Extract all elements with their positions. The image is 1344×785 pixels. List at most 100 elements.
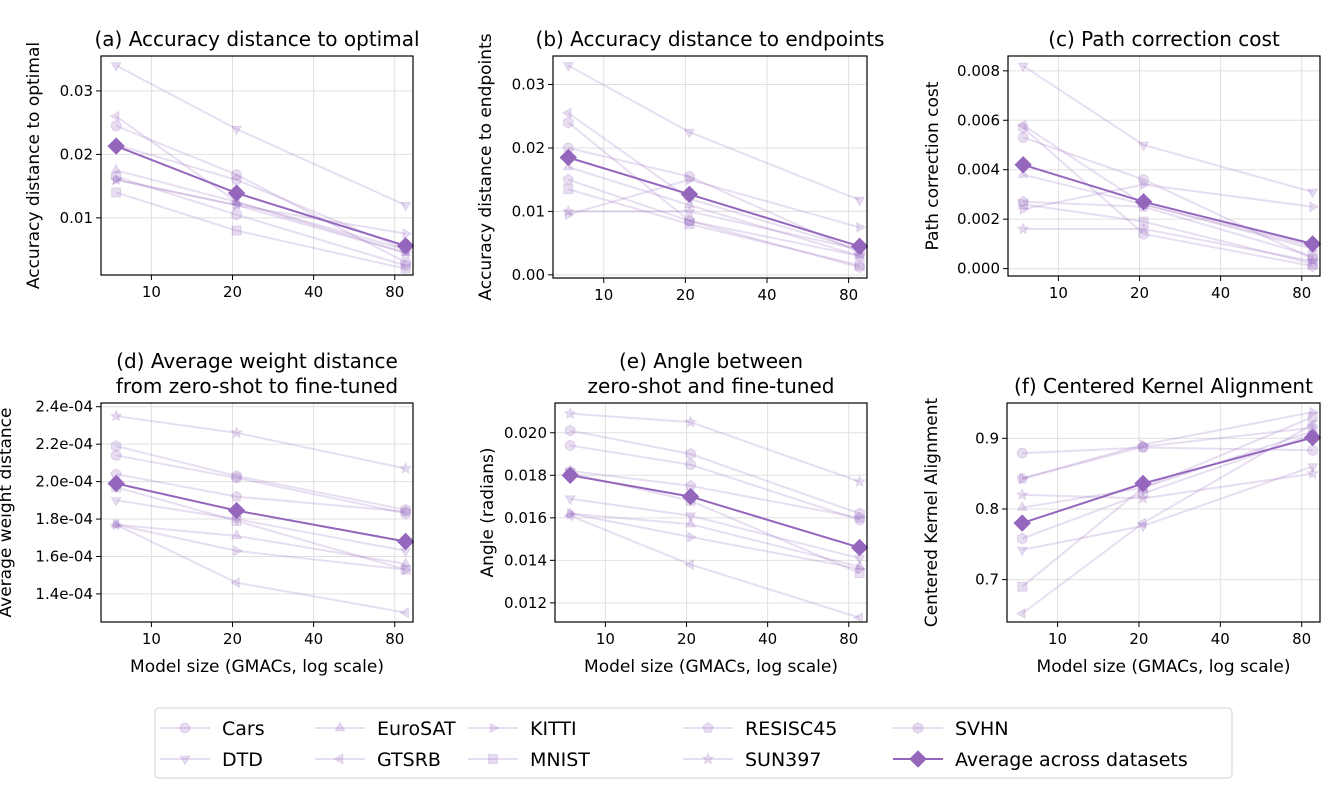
triangle-right-marker — [233, 199, 244, 211]
x-tick-label: 20 — [1129, 630, 1148, 648]
series-line — [115, 486, 406, 571]
triangle-right-marker — [402, 228, 413, 240]
series-line — [1021, 433, 1313, 540]
x-tick-label: 20 — [223, 630, 242, 648]
series-line — [570, 512, 860, 568]
star-marker — [701, 752, 715, 765]
series-line — [568, 178, 860, 229]
series-line — [115, 169, 406, 254]
star-marker — [1015, 487, 1029, 501]
x-tick-label: 10 — [142, 630, 161, 648]
x-tick-label: 80 — [1292, 284, 1311, 302]
x-tick-label: 20 — [223, 283, 242, 301]
series-line — [570, 412, 860, 483]
hexagon-marker — [110, 440, 122, 453]
square-marker — [1017, 581, 1028, 592]
triangle-down-marker — [1016, 546, 1028, 557]
y-axis-label: Accuracy distance to endpoints — [476, 33, 496, 300]
series-average-across-datasets — [107, 137, 415, 255]
diamond-marker — [680, 185, 699, 204]
series-gtsrb — [1016, 119, 1316, 252]
x-axis-label: Model size (GMACs, log scale) — [584, 657, 838, 677]
series-line — [1021, 426, 1313, 480]
square-marker — [684, 219, 695, 230]
series-sun397 — [563, 406, 867, 488]
series-line — [567, 166, 860, 257]
x-tick-label: 40 — [304, 283, 323, 301]
series-svhn — [564, 424, 865, 520]
legend-entry: EuroSAT — [315, 718, 456, 740]
pentagon-marker — [1306, 250, 1319, 262]
y-tick-label: 0.012 — [504, 594, 547, 612]
star-marker — [1137, 222, 1151, 235]
pentagon-marker — [230, 173, 243, 185]
circle-marker — [683, 171, 695, 183]
hexagon-marker — [231, 469, 242, 483]
circle-marker — [685, 459, 697, 471]
hexagon-marker — [1307, 260, 1318, 273]
y-tick-label: 0.006 — [957, 111, 1000, 129]
legend-entry: Cars — [160, 718, 265, 740]
series-mnist — [563, 184, 865, 271]
series-line — [568, 188, 860, 267]
y-tick-label: 0.00 — [512, 266, 545, 284]
triangle-down-marker — [1137, 141, 1150, 152]
y-tick-label: 0.01 — [512, 202, 545, 220]
star-marker — [109, 409, 123, 422]
diamond-marker — [107, 137, 125, 155]
series-svhn — [110, 440, 411, 516]
series-line — [115, 178, 406, 235]
triangle-down-marker — [110, 62, 122, 72]
triangle-down-marker — [1017, 62, 1029, 73]
triangle-left-marker — [563, 510, 574, 522]
triangle-right-marker — [856, 221, 867, 233]
series-sun397 — [1015, 466, 1320, 504]
circle-marker — [1307, 444, 1319, 456]
subplot-a: 10 20 40 80 0.01 0.02 0.03 (a) Accuracy distanc… — [24, 27, 420, 301]
pentagon-marker — [230, 490, 243, 502]
x-tick-label: 80 — [385, 630, 404, 648]
series-line — [1022, 126, 1313, 268]
subplot-title: from zero-shot to fine-tuned — [116, 374, 398, 398]
triangle-left-marker — [109, 519, 120, 531]
series-gtsrb — [563, 510, 863, 624]
triangle-up-marker — [400, 557, 412, 568]
x-tick-label: 40 — [304, 630, 323, 648]
y-tick-label: 0.000 — [957, 260, 1000, 278]
hexagon-marker — [685, 447, 696, 461]
series-line — [1023, 228, 1313, 263]
x-tick-label: 40 — [758, 630, 777, 648]
series-line — [570, 497, 860, 560]
series-gtsrb — [1015, 418, 1316, 620]
star-marker — [399, 461, 413, 475]
pentagon-marker — [1137, 440, 1149, 452]
diamond-marker — [1134, 474, 1152, 493]
triangle-right-marker — [566, 507, 577, 520]
pentagon-marker — [399, 505, 412, 517]
x-tick-label: 10 — [142, 283, 161, 301]
series-dtd — [1016, 463, 1319, 557]
triangle-right-marker — [489, 722, 500, 734]
series-line — [115, 124, 407, 264]
circle-marker — [1137, 442, 1149, 454]
y-tick-label: 1.6e-04 — [35, 547, 93, 565]
series-cars — [110, 449, 412, 519]
series-average-across-datasets — [559, 148, 869, 256]
star-marker — [1306, 254, 1320, 267]
star-marker — [230, 426, 244, 439]
series-cars — [1017, 132, 1319, 265]
circle-marker — [110, 449, 122, 461]
diamond-marker — [1134, 193, 1153, 211]
hexagon-marker — [110, 170, 122, 183]
triangle-down-marker — [1307, 188, 1319, 199]
circle-marker — [1307, 253, 1319, 265]
series-line — [570, 429, 860, 515]
square-marker — [400, 263, 411, 274]
triangle-right-marker — [856, 563, 867, 575]
x-tick-label: 40 — [1211, 284, 1230, 302]
triangle-right-marker — [687, 531, 698, 543]
triangle-down-marker — [230, 125, 243, 136]
series-sun397 — [1016, 222, 1320, 267]
series-average-across-datasets — [1013, 428, 1322, 532]
triangle-left-marker — [684, 558, 694, 571]
